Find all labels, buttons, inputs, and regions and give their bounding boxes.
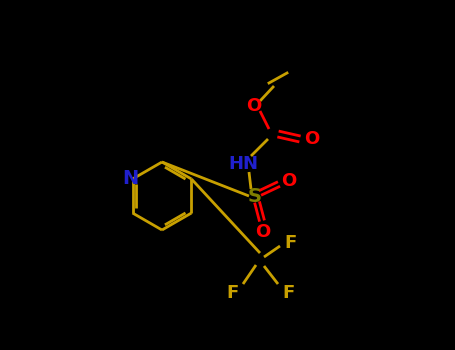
Text: F: F	[227, 284, 239, 302]
Text: N: N	[122, 169, 139, 189]
Text: O: O	[246, 97, 262, 115]
Text: HN: HN	[228, 155, 258, 173]
Text: O: O	[304, 130, 319, 148]
Text: O: O	[281, 172, 297, 190]
Text: F: F	[282, 284, 294, 302]
Text: F: F	[285, 234, 297, 252]
Text: O: O	[255, 223, 271, 241]
Text: S: S	[248, 187, 262, 205]
